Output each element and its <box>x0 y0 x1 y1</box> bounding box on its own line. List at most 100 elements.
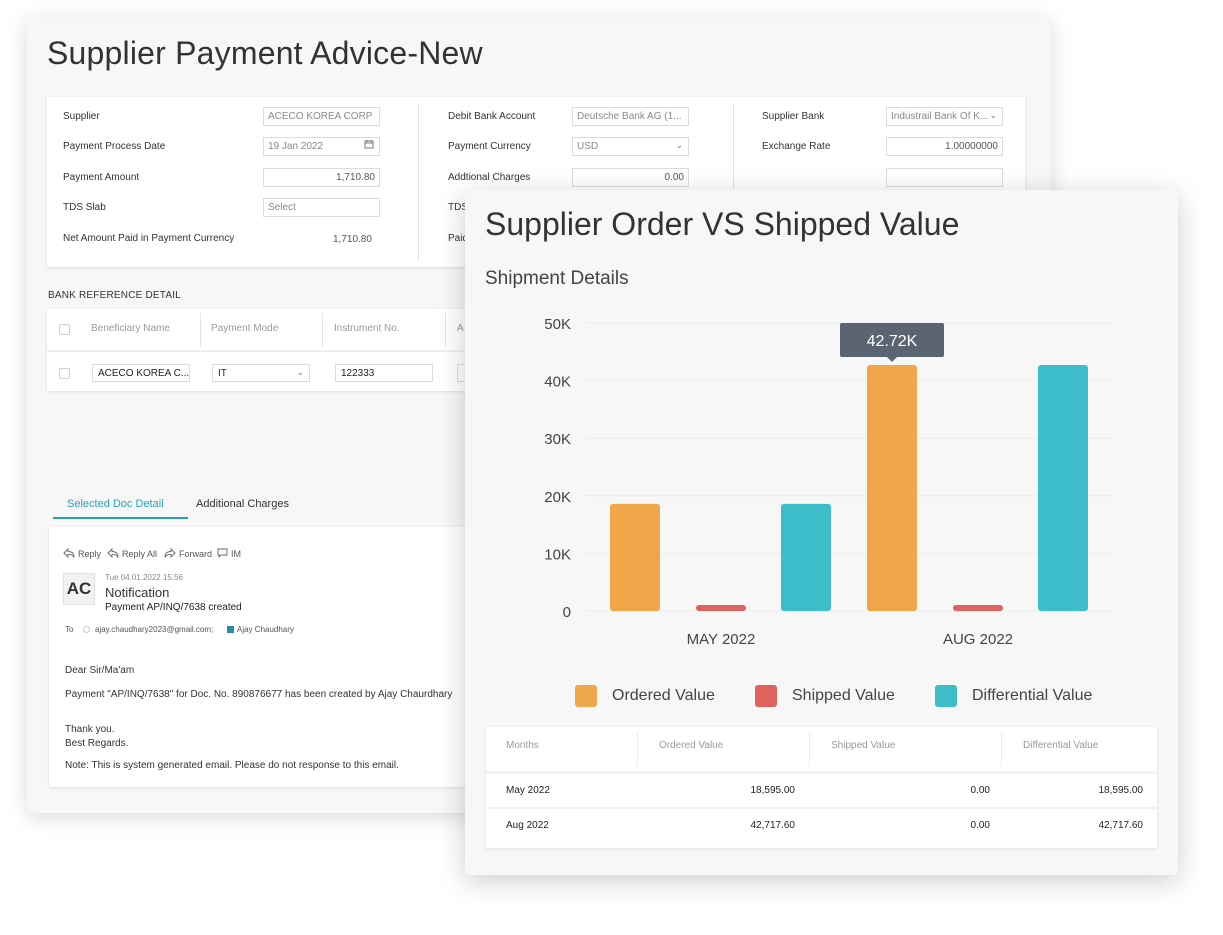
legend-swatch-shipped <box>755 685 777 707</box>
calendar-icon[interactable] <box>364 139 374 151</box>
im-button[interactable]: IM <box>217 548 241 560</box>
header-divider-line <box>486 771 1157 774</box>
avatar: AC <box>63 573 95 605</box>
row-checkbox[interactable] <box>59 368 70 379</box>
y-tick-label: 30K <box>544 431 571 448</box>
payment-mode-value: IT <box>218 368 227 379</box>
reply-icon <box>63 547 75 560</box>
contact-icon <box>227 626 234 633</box>
empty-field[interactable] <box>886 168 1003 187</box>
supplier-field[interactable]: ACECO KOREA CORP <box>263 107 380 126</box>
chevron-down-icon: ⌄ <box>989 110 997 120</box>
legend-swatch-differential <box>935 685 957 707</box>
email-subject: Payment AP/INQ/7638 created <box>105 602 242 613</box>
forward-button[interactable]: Forward <box>164 547 213 560</box>
bank-reference-title: BANK REFERENCE DETAIL <box>48 290 181 301</box>
im-label: IM <box>231 549 241 559</box>
tds-slab-select[interactable]: Select <box>263 198 380 217</box>
chevron-down-icon: ⌄ <box>296 367 304 377</box>
reply-all-icon <box>107 547 119 560</box>
table-cell-month: May 2022 <box>506 785 550 796</box>
payment-currency-value: USD <box>577 141 599 152</box>
y-tick-label: 50K <box>544 316 571 333</box>
table-cell-shipped: 0.00 <box>970 785 990 796</box>
header-divider <box>637 732 638 766</box>
recipient-status-icon <box>83 626 90 633</box>
additional-charges-field[interactable]: 0.00 <box>572 168 689 187</box>
payment-mode-select[interactable]: IT ⌄ <box>212 364 310 382</box>
column-divider <box>733 103 734 189</box>
page-title: Supplier Payment Advice-New <box>47 35 483 71</box>
column-header-instrument: Instrument No. <box>334 323 400 334</box>
forward-icon <box>164 547 176 560</box>
supplier-label: Supplier <box>63 111 100 122</box>
bar-ordered <box>867 364 917 611</box>
row-divider <box>47 350 507 352</box>
active-tab-indicator <box>53 517 188 519</box>
reply-all-button[interactable]: Reply All <box>107 547 158 560</box>
column-divider <box>418 103 419 261</box>
reply-button[interactable]: Reply <box>63 547 102 560</box>
exchange-rate-field[interactable]: 1.00000000 <box>886 137 1003 156</box>
debit-bank-account-label: Debit Bank Account <box>448 111 536 122</box>
payment-process-date-field[interactable]: 19 Jan 2022 <box>263 137 380 156</box>
bar-differential <box>781 503 831 611</box>
net-amount-value: 1,710.80 <box>333 234 372 245</box>
tab-additional-charges[interactable]: Additional Charges <box>196 498 289 510</box>
im-icon <box>217 548 228 560</box>
tds-label: TDS <box>448 202 468 213</box>
net-amount-label: Net Amount Paid in Payment Currency <box>63 233 235 244</box>
tab-selected-doc-detail[interactable]: Selected Doc Detail <box>67 498 164 510</box>
table-cell-ordered: 42,717.60 <box>750 820 796 831</box>
row-divider <box>486 807 1157 809</box>
reply-all-label: Reply All <box>122 549 158 559</box>
chart-subtitle: Shipment Details <box>485 268 629 289</box>
header-divider <box>1001 732 1002 766</box>
payment-amount-label: Payment Amount <box>63 172 140 183</box>
tooltip-label: 42.72K <box>867 333 918 350</box>
debit-bank-account-field[interactable]: Deutsche Bank AG (1... <box>572 107 689 126</box>
payment-currency-label: Payment Currency <box>448 141 531 152</box>
email-note: Note: This is system generated email. Pl… <box>65 760 399 771</box>
y-tick-label: 10K <box>544 546 571 563</box>
beneficiary-name-field[interactable]: ACECO KOREA C... <box>92 364 190 382</box>
payment-process-date-value: 19 Jan 2022 <box>268 141 324 152</box>
tooltip-pointer <box>887 356 897 362</box>
table-cell-differential: 18,595.00 <box>1098 785 1144 796</box>
shipment-table: Months Ordered Value Shipped Value Diffe… <box>486 727 1157 848</box>
column-header-a: A <box>457 323 464 334</box>
to-name[interactable]: Ajay Chaudhary <box>237 625 294 634</box>
email-sender: Notification <box>105 585 170 600</box>
y-tick-label: 40K <box>544 374 571 391</box>
tooltip-box <box>840 322 944 357</box>
x-tick-label: MAY 2022 <box>687 631 756 648</box>
reply-label: Reply <box>78 549 102 559</box>
email-preview: Reply Reply All Forward IM AC Tue 04.01.… <box>49 527 509 787</box>
legend-swatch-ordered <box>575 685 597 707</box>
header-divider <box>445 313 446 347</box>
instrument-no-field[interactable]: 122333 <box>335 364 433 382</box>
column-header-shipped: Shipped Value <box>831 740 896 751</box>
shipment-bar-chart: 0 10K 20K 30K 40K 50K MAY 2022 AUG 2022 42.72K <box>544 316 1113 648</box>
payment-process-date-label: Payment Process Date <box>63 141 166 152</box>
bar-shipped <box>953 605 1003 611</box>
select-all-checkbox[interactable] <box>59 324 70 335</box>
supplier-bank-value: Industrail Bank Of K... <box>891 111 989 122</box>
header-divider <box>322 313 323 347</box>
payment-currency-select[interactable]: USD ⌄ <box>572 137 689 156</box>
table-cell-differential: 42,717.60 <box>1098 820 1144 831</box>
bank-reference-table: Beneficiary Name Payment Mode Instrument… <box>47 309 507 391</box>
to-email[interactable]: ajay.chaudhary2023@gmail.com; <box>95 625 214 634</box>
column-header-differential: Differential Value <box>1023 740 1099 751</box>
supplier-bank-select[interactable]: Industrail Bank Of K... ⌄ <box>886 107 1003 126</box>
email-regards: Best Regards. <box>65 738 129 749</box>
forward-label: Forward <box>179 549 213 559</box>
bar-ordered <box>610 503 660 611</box>
chevron-down-icon: ⌄ <box>675 140 683 150</box>
column-header-ordered: Ordered Value <box>659 740 724 751</box>
exchange-rate-label: Exchange Rate <box>762 141 831 152</box>
supplier-bank-label: Supplier Bank <box>762 111 825 122</box>
chart-window-title: Supplier Order VS Shipped Value <box>485 206 960 242</box>
payment-amount-field[interactable]: 1,710.80 <box>263 168 380 187</box>
paid-label: Paid <box>448 233 469 244</box>
